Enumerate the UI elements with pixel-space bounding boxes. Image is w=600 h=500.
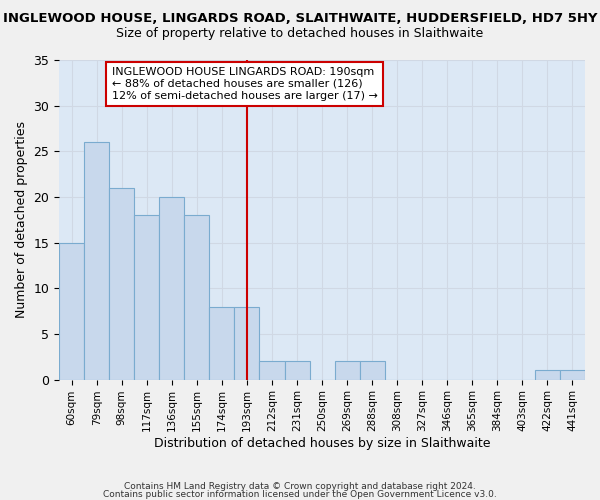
Text: INGLEWOOD HOUSE, LINGARDS ROAD, SLAITHWAITE, HUDDERSFIELD, HD7 5HY: INGLEWOOD HOUSE, LINGARDS ROAD, SLAITHWA… (3, 12, 597, 26)
Bar (84, 142, 109, 380)
Text: Contains HM Land Registry data © Crown copyright and database right 2024.: Contains HM Land Registry data © Crown c… (124, 482, 476, 491)
Bar (560, 370, 585, 380)
Bar (535, 370, 560, 380)
X-axis label: Distribution of detached houses by size in Slaithwaite: Distribution of detached houses by size … (154, 437, 490, 450)
Text: INGLEWOOD HOUSE LINGARDS ROAD: 190sqm
← 88% of detached houses are smaller (126): INGLEWOOD HOUSE LINGARDS ROAD: 190sqm ← … (112, 68, 377, 100)
Bar (109, 188, 134, 380)
Bar (284, 362, 310, 380)
Text: Contains public sector information licensed under the Open Government Licence v3: Contains public sector information licen… (103, 490, 497, 499)
Bar (359, 362, 385, 380)
Bar (184, 215, 209, 380)
Bar (335, 362, 359, 380)
Text: Size of property relative to detached houses in Slaithwaite: Size of property relative to detached ho… (116, 28, 484, 40)
Y-axis label: Number of detached properties: Number of detached properties (15, 122, 28, 318)
Bar (259, 362, 284, 380)
Bar (59, 242, 84, 380)
Bar (160, 197, 184, 380)
Bar (134, 215, 160, 380)
Bar (209, 306, 235, 380)
Bar (235, 306, 259, 380)
